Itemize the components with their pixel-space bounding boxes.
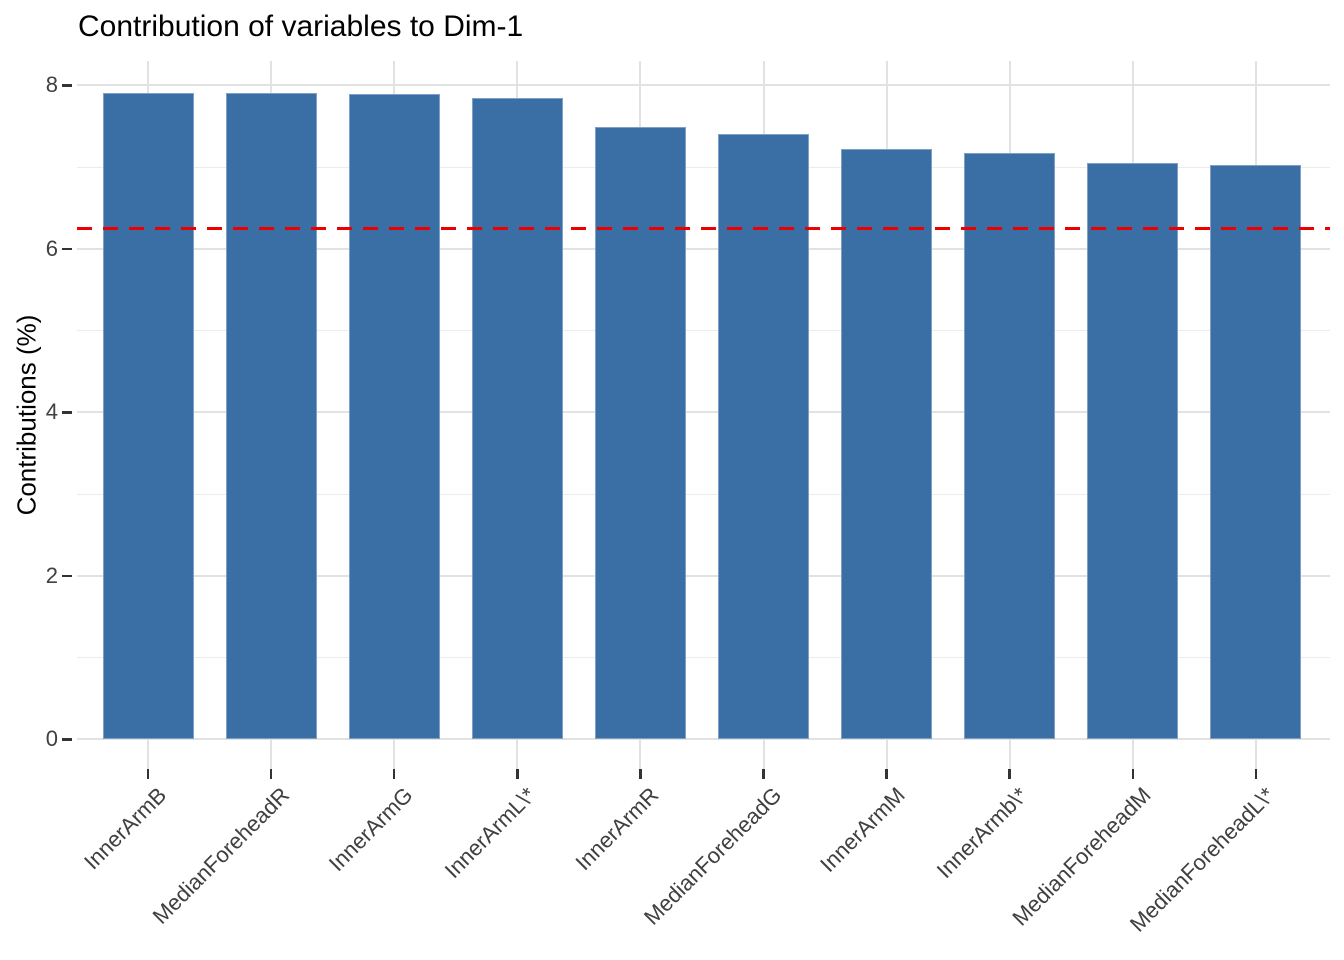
x-tick-label: InnerArmB [78,782,171,875]
minor-gridline [77,657,1330,659]
x-tick-label: MedianForeheadR [147,782,295,929]
x-tick-mark [146,769,150,779]
x-tick-mark [885,769,888,779]
major-gridline [77,84,1330,87]
bar-InnerArmG [348,94,440,740]
y-tick-mark [62,84,72,87]
major-gridline [77,574,1330,577]
minor-gridline [77,493,1330,495]
bar-InnerArmM [841,149,933,740]
reference-line [77,226,1330,231]
bar-InnerArmL [471,98,563,740]
x-tick-label: InnerArmG [323,782,418,877]
major-gridline [77,411,1330,414]
x-tick-mark [762,769,765,779]
x-tick-mark [1131,769,1135,779]
minor-gridline [77,330,1330,332]
y-tick-label: 6 [45,235,58,261]
y-tick-label: 2 [45,562,58,588]
x-tick-label: InnerArmM [814,782,910,877]
y-tick-label: 0 [45,726,58,752]
major-gridline [77,247,1330,250]
x-tick-mark [1254,769,1258,779]
x-tick-label: MedianForeheadG [639,782,787,930]
bar-MedianForeheadL [1210,164,1302,740]
bar-InnerArmR [594,126,686,740]
y-tick-mark [62,738,72,741]
major-gridline [77,738,1330,741]
bar-InnerArmb [964,153,1056,740]
bar-MedianForeheadG [718,133,809,740]
bar-MedianForeheadR [225,93,317,740]
x-tick-mark [516,769,519,779]
bar-InnerArmB [102,92,194,740]
y-tick-mark [62,411,72,414]
x-tick-label: InnerArmR [570,782,664,876]
y-tick-label: 4 [45,399,58,425]
y-tick-mark [62,574,72,578]
y-tick-mark [62,247,72,251]
x-tick-mark [1008,769,1011,779]
bar-MedianForeheadM [1087,162,1179,740]
chart-title: Contribution of variables to Dim-1 [78,10,524,43]
plot-panel [77,61,1330,769]
minor-gridline [77,166,1330,168]
y-tick-label: 8 [45,72,58,98]
x-tick-label: InnerArmL\* [439,782,541,883]
x-tick-label: InnerArmb\* [931,782,1033,883]
x-tick-mark [269,769,273,779]
x-tick-mark [639,769,642,779]
x-tick-mark [392,769,396,779]
